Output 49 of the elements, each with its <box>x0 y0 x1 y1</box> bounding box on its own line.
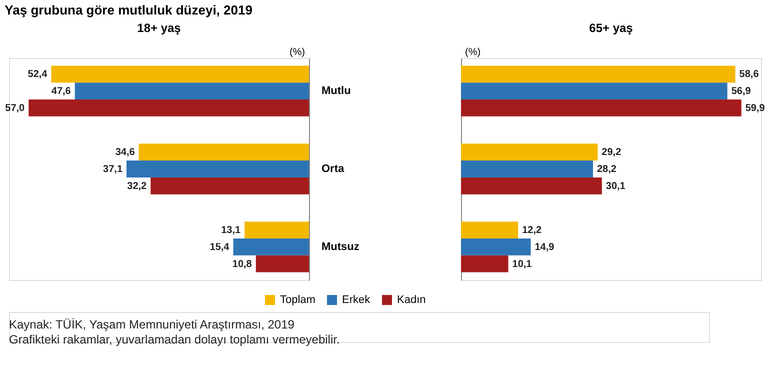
legend-label: Toplam <box>280 294 316 306</box>
bar <box>233 238 309 256</box>
data-label: 28,2 <box>596 164 617 175</box>
data-label: 52,4 <box>28 69 48 80</box>
bar <box>461 100 742 116</box>
bar <box>28 100 309 116</box>
y-tick-label: Mutsuz <box>322 240 360 253</box>
bar <box>461 144 598 161</box>
bar <box>461 160 593 178</box>
data-label: 56,9 <box>731 86 752 98</box>
bar <box>51 66 309 83</box>
bar <box>150 177 309 194</box>
x-axis-title: (%) <box>289 47 305 58</box>
data-label: 10,1 <box>512 258 532 270</box>
data-label: 58,6 <box>739 69 760 80</box>
chart-title: Yaş grubuna göre mutluluk düzeyi, 2019 <box>4 2 252 18</box>
data-label: 29,2 <box>602 147 622 158</box>
y-tick-label: Mutlu <box>322 85 351 98</box>
bar <box>461 177 602 194</box>
data-label: 47,6 <box>51 86 72 98</box>
bar <box>244 222 309 238</box>
legend-label: Erkek <box>342 294 371 306</box>
bar <box>461 82 728 100</box>
bar <box>256 255 309 272</box>
data-label: 30,1 <box>606 180 626 192</box>
legend-label: Kadın <box>397 294 426 306</box>
data-label: 32,2 <box>127 180 148 192</box>
data-label: 37,1 <box>103 164 123 175</box>
bar <box>461 238 531 256</box>
data-label: 10,8 <box>232 258 252 270</box>
text: Grafikteki rakamlar, yuvarlamadan dolayı toplamı vermeyebilir. <box>9 332 340 346</box>
data-label: 15,4 <box>210 242 230 253</box>
x-axis-title: (%) <box>465 47 481 58</box>
data-label: 59,9 <box>745 102 766 114</box>
chart-title: 65+ yaş <box>589 21 634 35</box>
data-label: 34,6 <box>115 147 136 158</box>
y-tick-label: Orta <box>322 163 345 175</box>
bar <box>138 144 309 161</box>
bar <box>126 160 309 178</box>
bar <box>461 255 508 272</box>
data-label: 14,9 <box>534 242 555 253</box>
bar <box>461 222 518 238</box>
data-label: 12,2 <box>522 225 542 236</box>
chart-subtitle: 18+ yaş <box>137 21 182 35</box>
bar <box>74 82 309 100</box>
data-label: 13,1 <box>221 225 241 236</box>
text: Kaynak: TÜİK, Yaşam Memnuniyeti Araştırması, 2019 <box>9 318 295 332</box>
data-label: 57,0 <box>5 102 26 114</box>
bar <box>461 66 736 83</box>
